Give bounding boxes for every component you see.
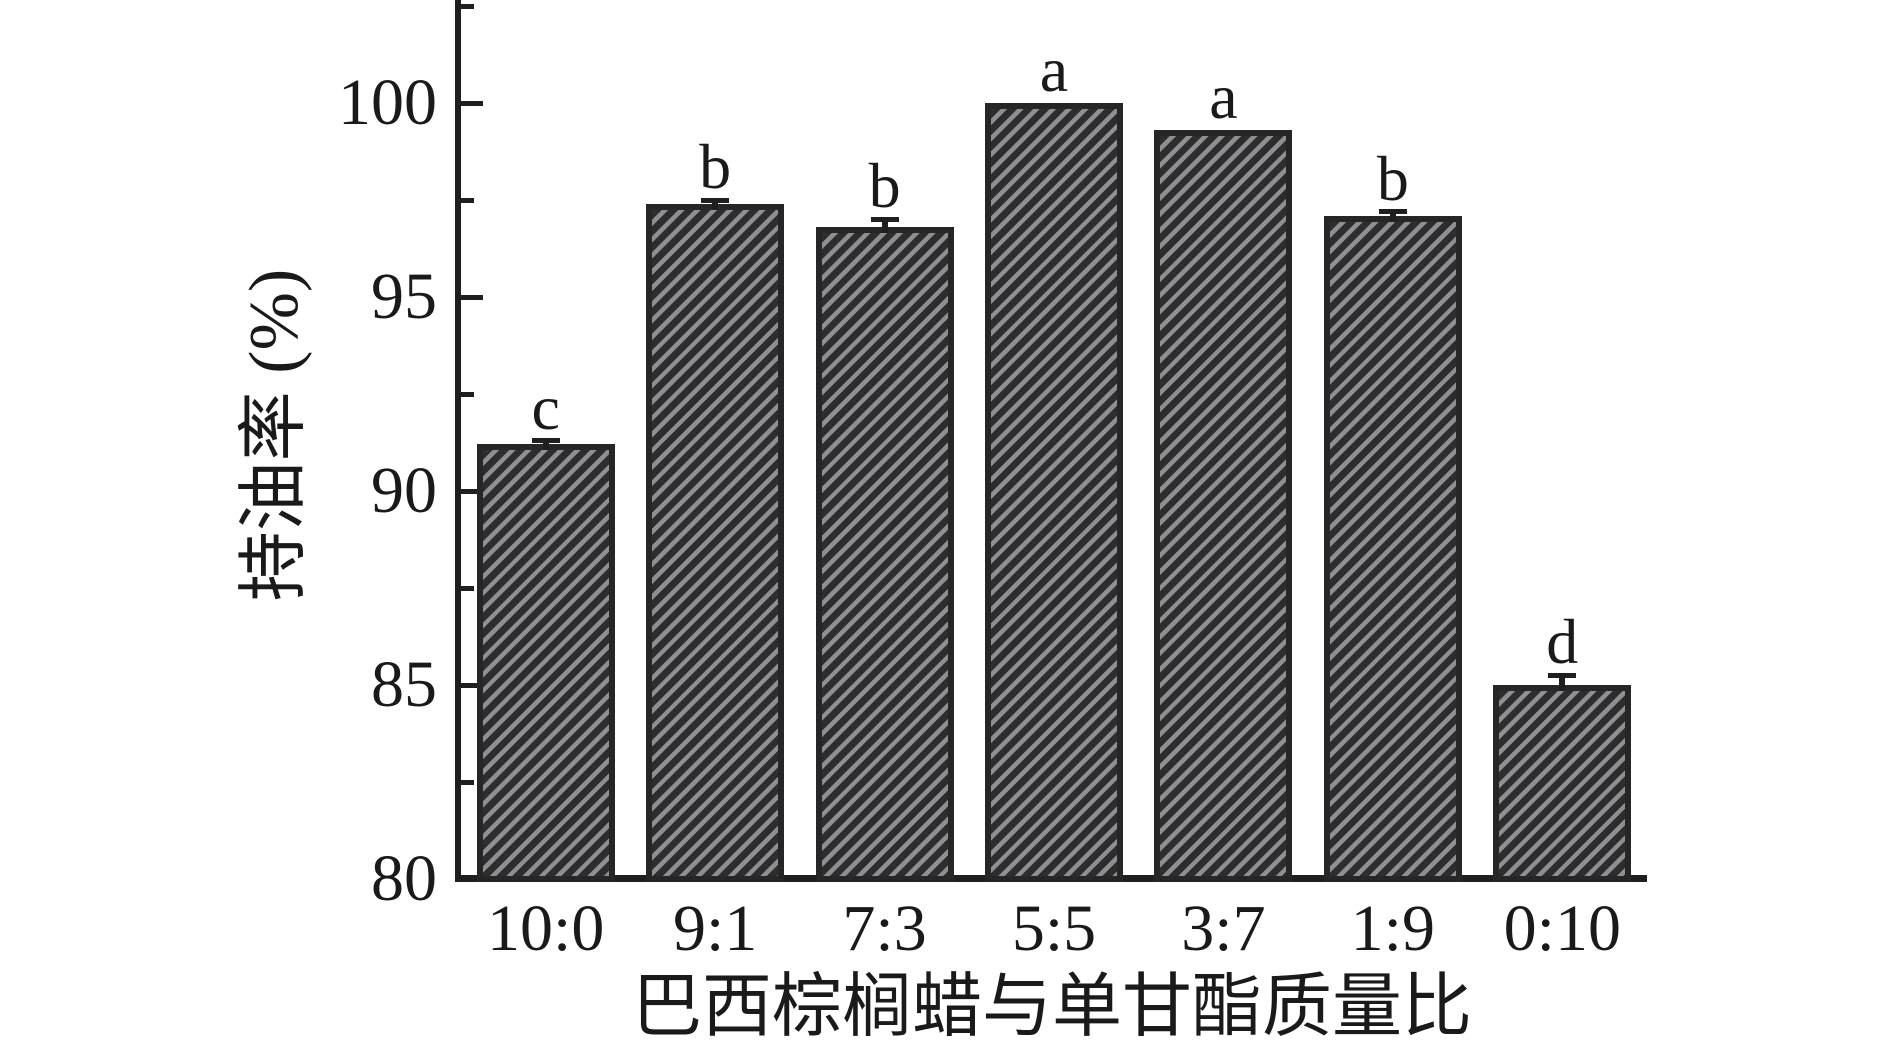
error-bar-cap	[870, 216, 899, 222]
error-bar-stem	[1389, 211, 1396, 222]
bar	[815, 227, 954, 882]
y-axis-title: 持油率 (%)	[236, 268, 313, 602]
bar	[1154, 130, 1293, 882]
y-tick-label: 90	[371, 454, 437, 527]
y-major-tick	[461, 294, 483, 300]
x-tick-label: 1:9	[1350, 892, 1436, 965]
y-tick-label: 100	[338, 66, 437, 139]
y-tick-label: 85	[371, 648, 437, 721]
significance-letter: b	[868, 150, 901, 222]
error-bar-stem	[1559, 675, 1566, 691]
x-axis-title: 巴西棕榈蜡与单甘酯质量比	[632, 969, 1472, 1046]
significance-letter: b	[1376, 142, 1409, 214]
y-major-tick	[461, 100, 483, 106]
x-tick-label: 10:0	[487, 892, 605, 965]
y-minor-tick	[461, 197, 474, 203]
bar	[1493, 685, 1632, 882]
error-bar-stem	[881, 219, 888, 234]
bar	[646, 203, 785, 882]
y-minor-tick	[461, 585, 474, 591]
error-bar-stem	[712, 200, 719, 210]
x-tick-label: 0:10	[1503, 892, 1621, 965]
error-bar-cap	[1548, 672, 1577, 678]
y-major-tick	[461, 682, 483, 688]
significance-letter: c	[531, 371, 560, 443]
y-axis-line	[455, 0, 461, 882]
x-tick-label: 3:7	[1181, 892, 1266, 965]
y-tick-label: 80	[371, 842, 437, 915]
y-minor-tick	[461, 391, 474, 397]
y-minor-tick	[461, 3, 474, 9]
error-bar-stem	[542, 440, 549, 451]
y-tick-label: 95	[371, 260, 437, 333]
bar	[985, 103, 1123, 882]
bar	[476, 444, 615, 882]
x-tick-label: 9:1	[672, 892, 758, 965]
significance-letter: b	[699, 131, 732, 202]
error-bar-cap	[1378, 209, 1407, 215]
y-major-tick	[461, 876, 483, 882]
significance-letter: d	[1546, 606, 1579, 678]
bar	[1323, 215, 1462, 882]
y-minor-tick	[461, 779, 474, 785]
error-bar-cap	[531, 438, 560, 444]
error-bar-cap	[701, 197, 730, 203]
y-major-tick	[461, 488, 483, 494]
significance-letter: a	[1209, 61, 1238, 133]
x-tick-label: 7:3	[842, 892, 927, 965]
significance-letter: a	[1039, 34, 1069, 105]
x-tick-label: 5:5	[1011, 892, 1097, 965]
